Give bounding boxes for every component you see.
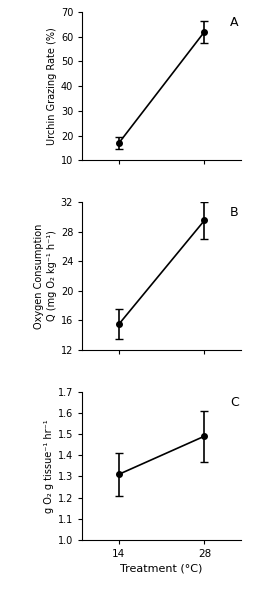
Y-axis label: g O₂ g tissue⁻¹ hr⁻¹: g O₂ g tissue⁻¹ hr⁻¹ [44,419,54,512]
Y-axis label: Urchin Grazing Rate (%): Urchin Grazing Rate (%) [47,27,57,145]
Text: A: A [230,16,238,29]
Y-axis label: Oxygen Consumption
Q (mg O₂ kg⁻¹ h⁻¹): Oxygen Consumption Q (mg O₂ kg⁻¹ h⁻¹) [34,223,57,329]
X-axis label: Treatment (°C): Treatment (°C) [121,563,203,573]
Text: B: B [230,206,239,219]
Text: C: C [230,396,239,409]
